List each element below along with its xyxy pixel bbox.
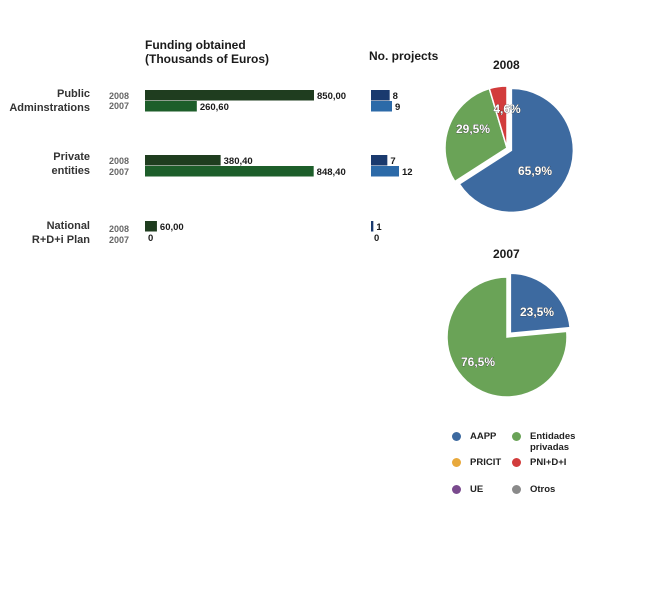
projects-value-label: 0: [374, 233, 379, 244]
pie-slice: [488, 85, 508, 149]
funding-bar-2008: [145, 90, 314, 101]
funding-bar-2008: [145, 155, 221, 166]
funding-value-label: 0: [148, 233, 153, 244]
funding-value-label: 60,00: [160, 222, 184, 233]
projects-bar-2008: [371, 90, 390, 101]
legend-label: PRICIT: [470, 457, 502, 468]
pie-slice-label: 23,5%: [520, 305, 554, 319]
funding-value-label: 380,40: [224, 156, 253, 167]
legend-item: Otros: [512, 484, 555, 495]
legend-label: Otros: [530, 484, 556, 495]
projects-value-label: 7: [390, 156, 395, 167]
category-label-private: Private entities: [5, 150, 90, 178]
funding-header: Funding obtained (Thousands of Euros): [145, 38, 269, 66]
legend-label: AAPP: [470, 431, 497, 442]
pie-slice-label: 65,9%: [518, 164, 552, 178]
projects-bar-2007: [371, 166, 399, 177]
legend-item: Entidades privadas: [512, 431, 592, 453]
legend-label: UE: [470, 484, 484, 495]
year-label-2007: 2007: [109, 235, 130, 245]
pie-slice-label: 29,5%: [456, 122, 490, 136]
year-label-2008: 2008: [109, 156, 130, 166]
pie-slice: [458, 87, 575, 214]
category-label-line: Private: [53, 151, 90, 163]
year-label-2008: 2008: [109, 224, 130, 234]
year-label-2007: 2007: [109, 167, 130, 177]
legend-label: Entidades privadas: [530, 431, 576, 453]
year-label-2007: 2007: [109, 101, 130, 111]
funding-bar-2008: [145, 221, 157, 232]
legend-item: UE: [452, 484, 483, 495]
category-label-national: National R+D+i Plan: [5, 219, 90, 247]
funding-bar-2007: [145, 101, 197, 112]
projects-value-label: 12: [402, 167, 413, 178]
legend-color-dot: [512, 458, 521, 467]
funding-value-label: 260,60: [200, 102, 229, 113]
projects-value-label: 9: [395, 102, 400, 113]
legend-color-dot: [512, 432, 521, 441]
projects-header: No. projects: [369, 49, 439, 63]
funding-value-label: 848,40: [317, 167, 346, 178]
funding-header-line2: (Thousands of Euros): [145, 52, 269, 66]
pie-title-2007: 2007: [493, 247, 520, 261]
category-label-line: National: [46, 220, 90, 232]
projects-bar-2007: [371, 101, 392, 112]
legend: AAPP Entidades privadas PRICIT PNI+D+I U…: [452, 431, 652, 511]
category-label-line: Public: [56, 88, 90, 100]
pie-slice: [446, 276, 568, 398]
year-label-2008: 2008: [109, 91, 130, 101]
projects-bar-2008: [371, 155, 388, 166]
funding-bar-2007: [145, 166, 314, 177]
legend-color-dot: [512, 485, 521, 494]
category-label-public: Public Adminstrations: [5, 87, 90, 115]
pie-title-2008: 2008: [493, 58, 520, 72]
pie-slice-label: 76,5%: [461, 355, 495, 369]
legend-item: AAPP: [452, 431, 496, 442]
legend-color-dot: [452, 432, 461, 441]
funding-value-label: 850,00: [317, 91, 346, 102]
legend-item: PRICIT: [452, 457, 501, 468]
legend-item: PNI+D+I: [512, 457, 566, 468]
funding-header-line1: Funding obtained: [145, 38, 246, 52]
category-label-line: entities: [51, 165, 90, 177]
legend-label: PNI+D+I: [530, 457, 567, 468]
category-label-line: R+D+i Plan: [31, 234, 90, 246]
legend-color-dot: [452, 458, 461, 467]
projects-bar-2008: [371, 221, 374, 232]
projects-value-label: 8: [393, 91, 398, 102]
projects-value-label: 1: [376, 222, 382, 233]
pie-slice: [509, 272, 571, 335]
category-label-line: Adminstrations: [9, 102, 90, 114]
legend-color-dot: [452, 485, 461, 494]
pie-slice: [444, 87, 508, 183]
pie-slice-label: 4,6%: [493, 102, 521, 116]
